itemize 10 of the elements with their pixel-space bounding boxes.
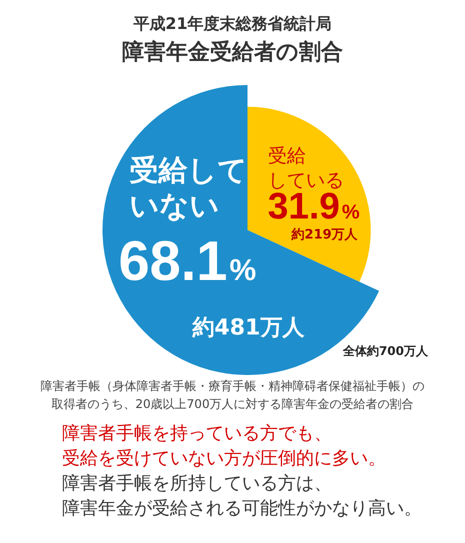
text: 約481万人	[192, 315, 304, 340]
chart-subtitle: 平成21年度末総務省統計局	[132, 14, 333, 35]
text: 障害者手帳（身体障害者手帳・療育手帳・精神障碍者保健福祉手帳）の取得者のうち、20歳以上700万人に対する障害年金の受給者の割合	[40, 378, 426, 413]
text: 障害者手帳を持っている方でも、受給を受けていない方が圧倒的に多い。	[62, 422, 386, 471]
slice-label: 受給していない	[129, 152, 248, 222]
text: 全体約700万人	[342, 343, 428, 360]
text: 約219万人	[292, 228, 358, 243]
data-label: 68.1%	[118, 229, 256, 292]
chart-title: 障害年金受給者の割合	[121, 38, 344, 67]
text: 障害者手帳を所持している方は、障害年金が受給される可能性がかなり高い。	[62, 472, 422, 521]
